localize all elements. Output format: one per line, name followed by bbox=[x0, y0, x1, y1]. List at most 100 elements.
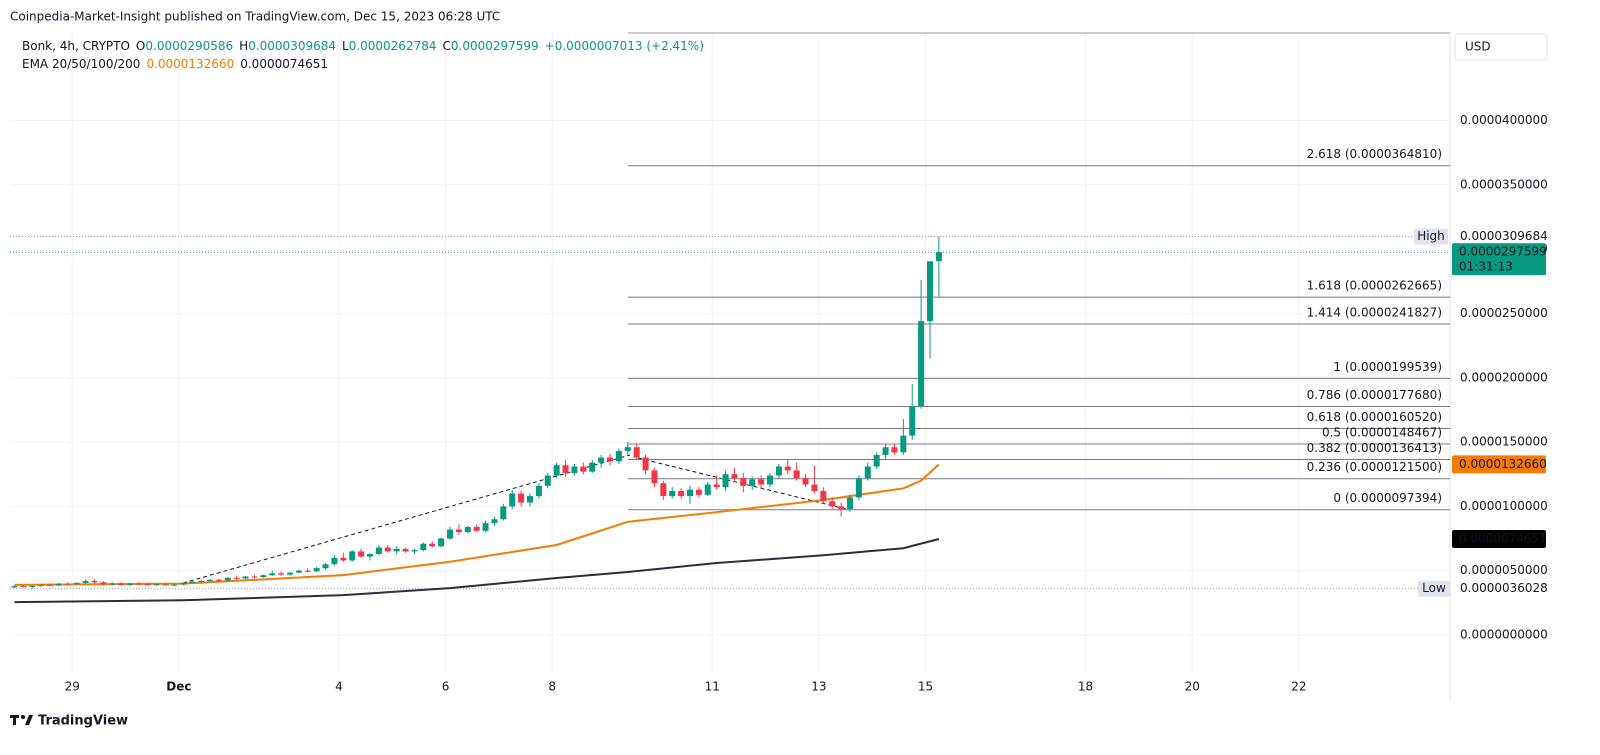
candle-body bbox=[482, 523, 489, 531]
candle-body bbox=[651, 470, 658, 484]
candle-body bbox=[180, 582, 187, 585]
footer: TradingView bbox=[38, 714, 128, 729]
ema-value: 0.0000074651 bbox=[240, 57, 329, 71]
c-value: 0.0000297599 bbox=[450, 39, 539, 53]
candle-body bbox=[918, 321, 925, 407]
candle-body bbox=[118, 583, 125, 585]
candle-body bbox=[73, 582, 80, 585]
candle-body bbox=[847, 497, 853, 509]
candle-body bbox=[340, 557, 347, 561]
candle-body bbox=[260, 575, 267, 578]
candle-body bbox=[100, 582, 107, 585]
ema-tag bbox=[1452, 455, 1546, 474]
candle-body bbox=[269, 573, 276, 576]
candle-body bbox=[829, 501, 836, 507]
o-label: O bbox=[135, 39, 146, 53]
candle-body bbox=[562, 465, 569, 473]
candle-body bbox=[224, 577, 231, 581]
candle-body bbox=[740, 478, 747, 486]
fib-label: 2.618 (0.0000364810) bbox=[1307, 147, 1442, 161]
candle-body bbox=[304, 570, 311, 572]
candle-body bbox=[109, 583, 116, 585]
x-tick-label: 8 bbox=[548, 680, 556, 694]
candle-body bbox=[135, 583, 142, 585]
candle-body bbox=[38, 584, 45, 586]
candle-body bbox=[553, 465, 560, 476]
candle-body bbox=[322, 564, 329, 569]
candle-body bbox=[162, 584, 169, 586]
candle-body bbox=[873, 454, 880, 467]
candle-body bbox=[687, 489, 693, 497]
candle-body bbox=[571, 466, 578, 473]
x-tick-label: 4 bbox=[335, 680, 343, 694]
candle-body bbox=[171, 584, 178, 586]
candle-body bbox=[518, 493, 525, 503]
candle-body bbox=[420, 543, 427, 551]
ema-line bbox=[14, 463, 940, 586]
h-label: H bbox=[239, 39, 249, 53]
candle-body bbox=[349, 551, 356, 561]
x-tick-label: 22 bbox=[1291, 680, 1306, 694]
low-label: Low bbox=[1422, 581, 1446, 595]
candle-body bbox=[598, 457, 605, 463]
fib-label: 0.236 (0.0000121500) bbox=[1307, 460, 1442, 474]
high-tag bbox=[1414, 228, 1448, 245]
candle-body bbox=[438, 538, 445, 547]
y-tick-label: 0.0000100000 bbox=[1460, 499, 1548, 513]
candle-body bbox=[713, 484, 720, 488]
countdown: 01:31:13 bbox=[1459, 260, 1513, 274]
h-value: 0.0000309684 bbox=[248, 39, 336, 53]
y-tick-label: 0.0000350000 bbox=[1460, 177, 1548, 191]
candle-body bbox=[242, 576, 249, 579]
candle-body bbox=[215, 579, 222, 581]
candle-body bbox=[855, 478, 862, 498]
candle-body bbox=[47, 584, 53, 586]
candle-body bbox=[500, 506, 507, 520]
fib-label: 0.618 (0.0000160520) bbox=[1307, 410, 1442, 424]
o-value: 0.0000290586 bbox=[145, 39, 234, 53]
candle-body bbox=[144, 584, 151, 586]
fib-label: 1 (0.0000199539) bbox=[1333, 360, 1442, 374]
candle-body bbox=[544, 475, 551, 486]
candle-body bbox=[29, 585, 36, 587]
high-value: 0.0000309684 bbox=[1460, 229, 1548, 243]
high-label: High bbox=[1417, 229, 1445, 243]
candle-body bbox=[580, 466, 587, 472]
price-value: 0.0000297599 bbox=[1459, 245, 1547, 259]
legend-row: EMA 20/50/100/200 0.0000132660 0.000007465… bbox=[22, 57, 334, 71]
y-tick-label: 0.0000150000 bbox=[1460, 435, 1548, 449]
y-tick-label: 0.0000050000 bbox=[1460, 563, 1548, 577]
x-tick-label: 20 bbox=[1185, 680, 1200, 694]
candle-body bbox=[64, 583, 71, 585]
candle-body bbox=[731, 474, 738, 479]
ema-tag bbox=[1452, 530, 1546, 549]
candle-body bbox=[20, 586, 27, 588]
candle-body bbox=[811, 484, 818, 491]
currency-box[interactable] bbox=[1454, 33, 1548, 61]
candle-body bbox=[527, 496, 533, 503]
y-tick-label: 0.0000250000 bbox=[1460, 306, 1548, 320]
candle-body bbox=[402, 548, 409, 552]
candle-body bbox=[251, 576, 258, 578]
low-value: 0.0000036028 bbox=[1460, 581, 1548, 595]
candle-body bbox=[758, 479, 765, 485]
candle-body bbox=[447, 529, 453, 539]
c-label: C bbox=[442, 39, 451, 53]
candle-body bbox=[455, 529, 462, 533]
fib-label: 1.618 (0.0000262665) bbox=[1307, 279, 1442, 293]
candle-body bbox=[82, 581, 89, 583]
ema-title: EMA 20/50/100/200 bbox=[22, 57, 141, 71]
fib-label: 0.382 (0.0000136413) bbox=[1307, 441, 1442, 455]
candle-body bbox=[55, 583, 62, 586]
candle-body bbox=[287, 572, 293, 575]
fib-label: 0.5 (0.0000148467) bbox=[1322, 426, 1442, 440]
candle-body bbox=[775, 466, 782, 476]
x-tick-label: 6 bbox=[442, 680, 450, 694]
fib-label: 0 (0.0000097394) bbox=[1333, 491, 1442, 505]
candle-body bbox=[411, 550, 418, 552]
ema-value: 0.0000132660 bbox=[146, 57, 235, 71]
ema-tag-value: 0.0000132660 bbox=[1459, 457, 1547, 471]
y-tick-label: 0.0000400000 bbox=[1460, 113, 1548, 127]
currency[interactable]: USD bbox=[1465, 40, 1491, 54]
